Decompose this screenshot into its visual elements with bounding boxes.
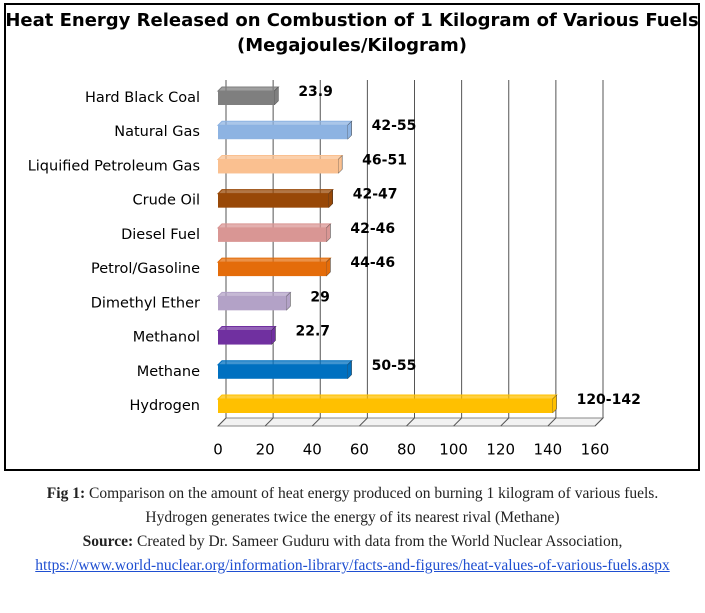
x-tick-label: 0 bbox=[213, 441, 223, 459]
bar-side bbox=[328, 189, 333, 209]
grid-depth bbox=[453, 417, 462, 427]
y-tick-label: Liquified Petroleum Gas bbox=[28, 158, 200, 174]
caption: Fig 1: Comparison on the amount of heat … bbox=[25, 482, 680, 578]
bar-top bbox=[216, 291, 292, 297]
bar bbox=[218, 330, 272, 345]
value-label: 46-51 bbox=[362, 152, 407, 168]
y-tick-label: Hydrogen bbox=[129, 398, 200, 414]
value-label: 29 bbox=[310, 289, 329, 305]
y-tick-label: Methane bbox=[137, 364, 200, 380]
bar bbox=[218, 399, 553, 413]
bar-top bbox=[216, 394, 558, 400]
value-label: 42-46 bbox=[350, 221, 395, 237]
bar bbox=[218, 227, 327, 242]
value-label: 44-46 bbox=[350, 255, 395, 271]
bar bbox=[218, 262, 327, 277]
bar bbox=[218, 159, 339, 174]
value-label: 50-55 bbox=[372, 358, 417, 374]
y-tick-label: Hard Black Coal bbox=[85, 90, 200, 106]
bar-side bbox=[326, 257, 331, 277]
grid-depth bbox=[311, 417, 321, 427]
x-tick-label: 140 bbox=[534, 441, 563, 459]
bar-top bbox=[216, 120, 353, 126]
y-tick-label: Petrol/Gasoline bbox=[91, 261, 200, 277]
bar-top bbox=[216, 223, 332, 229]
y-tick-label: Diesel Fuel bbox=[121, 227, 200, 243]
x-tick-label: 60 bbox=[350, 441, 369, 459]
bar-side bbox=[271, 325, 276, 346]
grid-depth bbox=[406, 417, 415, 427]
x-tick-label: 20 bbox=[256, 441, 275, 459]
y-tick-label: Methanol bbox=[133, 330, 200, 346]
bar-top bbox=[216, 360, 353, 366]
fig-label: Fig 1: bbox=[46, 485, 86, 502]
grid-depth bbox=[547, 417, 557, 427]
bar-side bbox=[552, 394, 557, 414]
bar-side bbox=[326, 223, 331, 243]
grid-depth bbox=[594, 417, 604, 427]
value-label: 23.9 bbox=[298, 84, 333, 100]
chart-subtitle: (Megajoules/Kilogram) bbox=[237, 35, 467, 56]
bar-top bbox=[216, 257, 332, 263]
bar-top bbox=[216, 86, 280, 92]
x-tick-label: 80 bbox=[397, 441, 416, 459]
y-tick-label: Natural Gas bbox=[114, 124, 200, 140]
chart-title: Heat Energy Released on Combustion of 1 … bbox=[5, 10, 698, 31]
x-tick-label: 100 bbox=[439, 441, 468, 459]
caption-text: Comparison on the amount of heat energy … bbox=[88, 485, 659, 526]
source-text: Created by Dr. Sameer Guduru with data f… bbox=[137, 533, 623, 550]
x-tick-label: 160 bbox=[581, 441, 610, 459]
bar-side bbox=[347, 120, 352, 140]
bar bbox=[218, 193, 329, 208]
grid-depth bbox=[217, 417, 227, 427]
y-tick-label: Crude Oil bbox=[133, 193, 200, 209]
grid-depth bbox=[264, 417, 274, 427]
grid-depth bbox=[500, 417, 510, 427]
grid-depth bbox=[359, 417, 368, 427]
x-tick-label: 40 bbox=[303, 441, 322, 459]
bar bbox=[218, 91, 275, 105]
value-label: 22.7 bbox=[295, 324, 330, 340]
value-label: 120-142 bbox=[577, 392, 641, 408]
bar bbox=[218, 125, 348, 140]
bar-top bbox=[216, 326, 277, 332]
source-label: Source: bbox=[82, 533, 134, 550]
x-tick-label: 120 bbox=[486, 441, 515, 459]
bar bbox=[218, 364, 348, 379]
bar-top bbox=[216, 189, 334, 195]
bar-side bbox=[337, 154, 343, 175]
value-label: 42-47 bbox=[353, 187, 398, 203]
chart: Heat Energy Released on Combustion of 1 … bbox=[4, 3, 700, 471]
source-link[interactable]: https://www.world-nuclear.org/informatio… bbox=[35, 557, 670, 574]
bar bbox=[218, 296, 287, 311]
bar-top bbox=[216, 154, 344, 160]
value-label: 42-55 bbox=[372, 118, 417, 134]
bar-side bbox=[347, 360, 352, 380]
y-tick-label: Dimethyl Ether bbox=[91, 295, 200, 311]
chart-border bbox=[4, 3, 700, 471]
